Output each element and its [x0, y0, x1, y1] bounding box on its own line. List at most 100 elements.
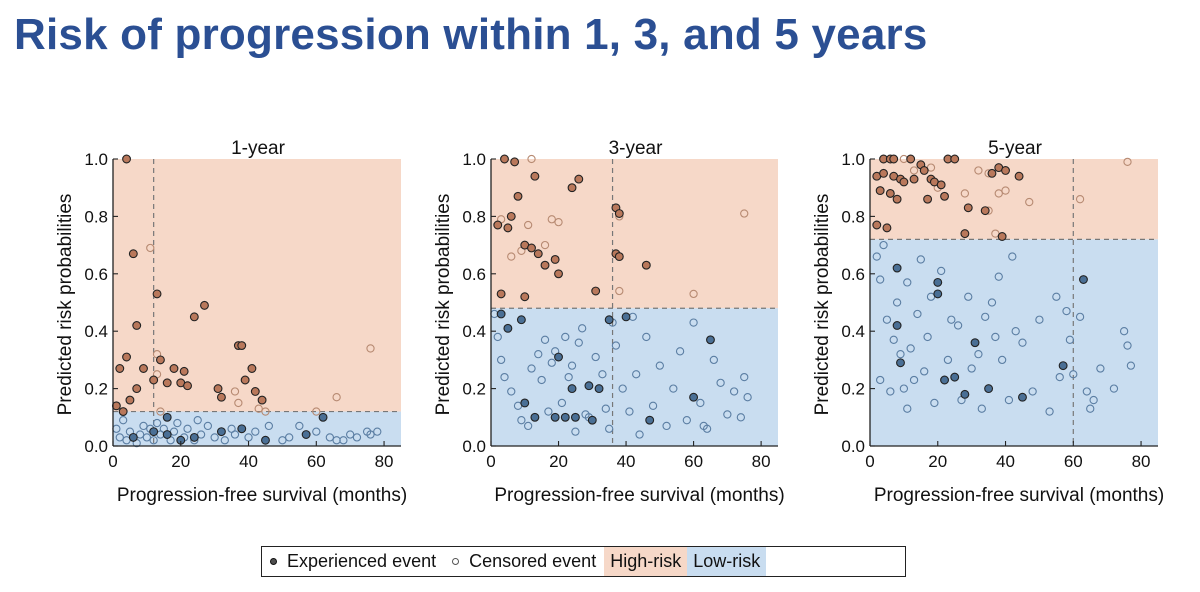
event-point — [183, 381, 192, 391]
event-point — [889, 154, 899, 164]
y-tick-label: 1.0 — [841, 150, 865, 169]
y-tick-label: 1.0 — [462, 150, 486, 169]
censored-point — [571, 427, 580, 436]
censored-point — [953, 321, 963, 330]
event-point — [132, 384, 142, 394]
censored-point — [669, 384, 678, 393]
y-tick-label: 0.8 — [841, 207, 865, 226]
event-point — [554, 269, 563, 279]
event-point — [115, 364, 125, 373]
panel-2: 0.0 0.2 0.4 0.6 0.8 1.0 0 20 40 60 80 3-year Progres… — [433, 138, 785, 506]
censored-point — [994, 272, 1003, 281]
event-point — [1001, 166, 1010, 175]
y-tick-label: 0.8 — [462, 207, 486, 226]
censored-point — [234, 398, 243, 408]
censored-point — [886, 387, 895, 396]
censored-point — [1075, 312, 1085, 321]
event-point — [496, 289, 506, 299]
censored-point — [210, 433, 219, 442]
censored-point — [352, 433, 362, 442]
x-tick-label: 60 — [307, 452, 326, 471]
event-point — [1018, 392, 1027, 402]
y-tick-label: 0.0 — [462, 437, 486, 456]
censored-point — [547, 215, 556, 224]
legend-item-censored: Censored event — [444, 547, 604, 576]
censored-point — [876, 375, 885, 385]
censored-point — [981, 312, 990, 321]
high-risk-region — [113, 159, 401, 412]
censored-point — [892, 298, 902, 307]
censored-point — [743, 393, 752, 402]
censored-point — [879, 240, 888, 250]
event-point — [899, 177, 909, 187]
x-axis-label: Progression-free survival (months) — [874, 485, 1164, 506]
event-point — [533, 249, 543, 259]
censored-point — [366, 430, 375, 439]
censored-point — [523, 421, 533, 431]
event-point — [584, 381, 594, 391]
event-point — [128, 432, 138, 442]
event-point — [919, 166, 929, 175]
panel-3: 0.0 0.2 0.4 0.6 0.8 1.0 0 20 40 60 80 5-year Progres… — [812, 138, 1164, 506]
censored-point — [366, 344, 375, 353]
censored-point — [1045, 407, 1054, 416]
event-point — [118, 407, 128, 417]
event-point — [554, 352, 563, 362]
censored-point — [278, 436, 287, 445]
censored-point — [500, 372, 509, 382]
event-point — [149, 375, 159, 385]
censored-point — [947, 315, 956, 324]
censored-point — [1123, 341, 1132, 350]
censored-point — [977, 404, 986, 413]
event-point — [933, 289, 943, 299]
event-point — [149, 427, 159, 437]
censored-point — [264, 421, 274, 431]
censored-point — [139, 421, 148, 431]
event-point — [567, 183, 577, 193]
censored-point — [974, 166, 983, 175]
censored-point — [709, 355, 718, 365]
y-tick-label: 0.8 — [84, 207, 108, 226]
y-axis-label: Predicted risk probabilities — [812, 194, 833, 416]
event-point — [882, 223, 892, 233]
censored-point — [1086, 404, 1095, 413]
x-tick-label: 20 — [171, 452, 190, 471]
censored-point — [295, 421, 304, 431]
legend-label-high-risk: High-risk — [610, 551, 682, 571]
x-tick-label: 80 — [752, 452, 771, 471]
x-tick-label: 40 — [996, 452, 1015, 471]
censored-point — [598, 370, 607, 379]
censored-point — [923, 332, 932, 342]
x-tick-label: 20 — [928, 452, 947, 471]
censored-point — [261, 407, 270, 416]
event-point — [1079, 275, 1088, 284]
censored-point — [230, 430, 240, 439]
censored-point — [716, 378, 725, 388]
x-tick-label: 40 — [239, 452, 258, 471]
legend-label-low-risk: Low-risk — [693, 551, 761, 571]
censored-point — [1069, 370, 1078, 379]
event-point — [189, 432, 199, 442]
censored-point — [913, 309, 922, 319]
event-point — [162, 378, 172, 388]
event-point — [261, 435, 270, 445]
censored-point — [193, 416, 202, 425]
censored-point — [554, 217, 563, 227]
censored-point — [527, 154, 536, 164]
event-point — [155, 355, 165, 365]
censored-point — [974, 350, 983, 359]
censored-point — [642, 332, 651, 342]
event-point — [923, 194, 933, 204]
experienced-event-marker — [270, 558, 277, 565]
censored-point — [540, 240, 550, 250]
event-point — [706, 335, 715, 345]
censored-point — [142, 433, 152, 442]
event-point — [122, 154, 132, 164]
y-tick-label: 0.0 — [84, 437, 108, 456]
y-tick-label: 0.2 — [84, 380, 108, 399]
censored-point — [156, 407, 165, 416]
censored-point — [173, 418, 182, 428]
censored-point — [1089, 395, 1098, 405]
censored-point — [987, 298, 997, 307]
censored-point — [736, 413, 746, 422]
